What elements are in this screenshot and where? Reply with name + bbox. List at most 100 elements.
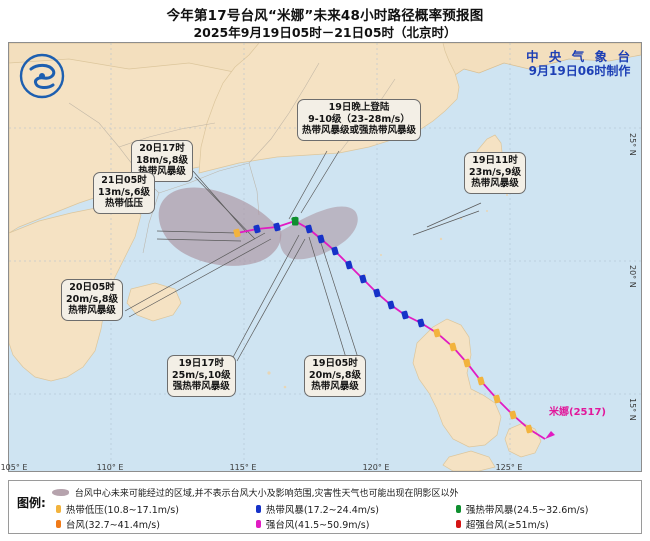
legend-left-section: 图例: 台风中心未来可能经过的区域,并不表示台风大小及影响范围,灾害性天气也可能… — [9, 481, 650, 533]
probability-cone-swatch-icon — [51, 489, 69, 496]
callout-wind: 13m/s,6级 — [98, 186, 150, 198]
callout-time: 19日05时 — [312, 358, 358, 369]
track-point-td — [525, 424, 533, 434]
legend-item-label: 超强台风(≥51m/s) — [465, 519, 549, 531]
callout-wind: 25m/s,10级 — [172, 369, 231, 381]
callout-category: 热带风暴级 — [311, 381, 359, 392]
callout-wind: 20m/s,8级 — [66, 293, 118, 305]
track-point-td — [463, 358, 471, 368]
callout-time: 20日05时 — [69, 282, 115, 293]
forecast-map[interactable]: 中 央 气 象 台 9月19日06时制作 20日17时 18m/s,8级 热带风… — [8, 42, 642, 472]
callout-time: 19日晚上登陆 — [328, 102, 390, 113]
callout-21d05h[interactable]: 21日05时 13m/s,6级 热带低压 — [93, 172, 155, 214]
track-point-ts — [373, 288, 381, 298]
td-marker-icon — [55, 504, 61, 513]
agency-stamp: 中 央 气 象 台 9月19日06时制作 — [526, 49, 633, 79]
callout-wind: 20m/s,8级 — [309, 369, 361, 381]
islet — [439, 237, 443, 241]
legend-item-ts: 热带风暴(17.2~24.4m/s) — [252, 501, 452, 516]
track-point-td — [449, 342, 457, 352]
track-point-ts — [417, 318, 425, 328]
track-point-ts — [359, 274, 367, 284]
legend-item-label: 台风(32.7~41.4m/s) — [65, 519, 160, 531]
lon-tick-105e: 105° E — [0, 463, 28, 472]
callout-landfall[interactable]: 19日晚上登陆 9-10级（23-28m/s） 热带风暴级或强热带风暴级 — [297, 99, 422, 141]
track-point-ts — [317, 234, 325, 244]
track-arrow-head — [545, 431, 555, 439]
legend-item-label: 强热带风暴(24.5~32.6m/s) — [465, 504, 589, 516]
callout-category: 热带低压 — [104, 198, 143, 209]
lon-tick-110e: 110° E — [96, 463, 124, 472]
legend-item-label: 强台风(41.5~50.9m/s) — [265, 519, 370, 531]
lat-tick-20n: 20° N — [628, 265, 637, 288]
sty-marker-icon — [255, 519, 261, 528]
sts-marker-icon — [455, 504, 461, 513]
callout-20d05h[interactable]: 20日05时 20m/s,8级 热带风暴级 — [61, 279, 123, 321]
land-philippines-south — [442, 450, 496, 471]
ts-marker-icon — [255, 504, 261, 513]
leader-lines — [124, 150, 482, 362]
land-hainan — [126, 282, 182, 322]
track-point-td — [433, 328, 441, 338]
legend-items-grid: 热带低压(10.8~17.1m/s) 热带风暴(17.2~24.4m/s) 强热… — [52, 501, 650, 531]
legend-item-label: 热带风暴(17.2~24.4m/s) — [265, 504, 379, 516]
ty-marker-icon — [55, 519, 61, 528]
track-point-ts — [273, 222, 281, 232]
callout-wind: 23m/s,9级 — [469, 166, 521, 178]
callout-time: 19日11时 — [472, 155, 518, 166]
lon-tick-125e: 125° E — [495, 463, 523, 472]
callout-category: 热带风暴级 — [471, 178, 519, 189]
callout-wind: 9-10级（23-28m/s） — [308, 113, 410, 125]
track-point-ts — [305, 224, 313, 234]
page-title: 今年第17号台风“米娜”未来48小时路径概率预报图 — [166, 8, 484, 24]
probability-cone — [158, 187, 282, 266]
page-subtitle: 2025年9月19日05时－21日05时（北京时） — [193, 25, 457, 40]
legend-item-sts: 强热带风暴(24.5~32.6m/s) — [452, 501, 650, 516]
lat-tick-25n: 25° N — [628, 133, 637, 156]
lon-tick-120e: 120° E — [362, 463, 390, 472]
legend-note-text: 台风中心未来可能经过的区域,并不表示台风大小及影响范围,灾害性天气也可能出现在阴… — [74, 489, 459, 499]
legend-title: 图例: — [17, 496, 46, 510]
callout-20d17h[interactable]: 20日17时 18m/s,8级 热带风暴级 — [131, 140, 193, 182]
track-point-td — [477, 376, 485, 386]
callout-19d11h[interactable]: 19日11时 23m/s,9级 热带风暴级 — [464, 152, 526, 194]
track-point-ts — [387, 300, 395, 310]
track-point-ts — [401, 310, 409, 320]
superty-marker-icon — [455, 519, 461, 528]
legend-item-label: 热带低压(10.8~17.1m/s) — [65, 504, 179, 516]
lat-tick-15n: 15° N — [628, 398, 637, 421]
callout-time: 19日17时 — [178, 358, 225, 369]
callout-19d05h[interactable]: 19日05时 20m/s,8级 热带风暴级 — [304, 355, 366, 397]
legend-note-row: 台风中心未来可能经过的区域,并不表示台风大小及影响范围,灾害性天气也可能出现在阴… — [51, 485, 650, 500]
title-block: 今年第17号台风“米娜”未来48小时路径概率预报图 2025年9月19日05时－… — [0, 0, 650, 42]
track-point-ts — [345, 260, 353, 270]
legend-item-superty: 超强台风(≥51m/s) — [452, 516, 650, 531]
legend-body: 台风中心未来可能经过的区域,并不表示台风大小及影响范围,灾害性天气也可能出现在阴… — [51, 485, 650, 531]
land-luzon — [412, 318, 502, 448]
track-point-ts — [253, 224, 261, 234]
probability-cone-east — [279, 206, 358, 260]
legend-item-td: 热带低压(10.8~17.1m/s) — [52, 501, 252, 516]
cma-logo-icon — [19, 53, 65, 99]
agency-name: 中 央 气 象 台 — [526, 49, 633, 64]
callout-category: 热带风暴级 — [138, 166, 186, 177]
islet — [267, 371, 271, 375]
islet — [380, 254, 382, 256]
islet — [283, 385, 287, 389]
legend-item-sty: 强台风(41.5~50.9m/s) — [252, 516, 452, 531]
islet — [460, 218, 462, 220]
callout-category: 热带风暴级 — [68, 305, 116, 316]
storm-name-tag: 米娜(2517) — [549, 407, 606, 418]
islet — [486, 210, 488, 212]
callout-category: 强热带风暴级 — [172, 381, 230, 392]
islet — [506, 194, 508, 196]
lon-tick-115e: 115° E — [229, 463, 257, 472]
track-point-td — [509, 410, 517, 420]
callout-time: 21日05时 — [101, 175, 147, 186]
track-point-td — [233, 228, 241, 238]
track-point-ts — [331, 246, 339, 256]
callout-time: 20日17时 — [139, 143, 185, 154]
agency-production-date: 9月19日06时制作 — [528, 64, 631, 78]
callout-19d17h[interactable]: 19日17时 25m/s,10级 强热带风暴级 — [167, 355, 236, 397]
legend-panel: 图例: 台风中心未来可能经过的区域,并不表示台风大小及影响范围,灾害性天气也可能… — [8, 480, 642, 534]
